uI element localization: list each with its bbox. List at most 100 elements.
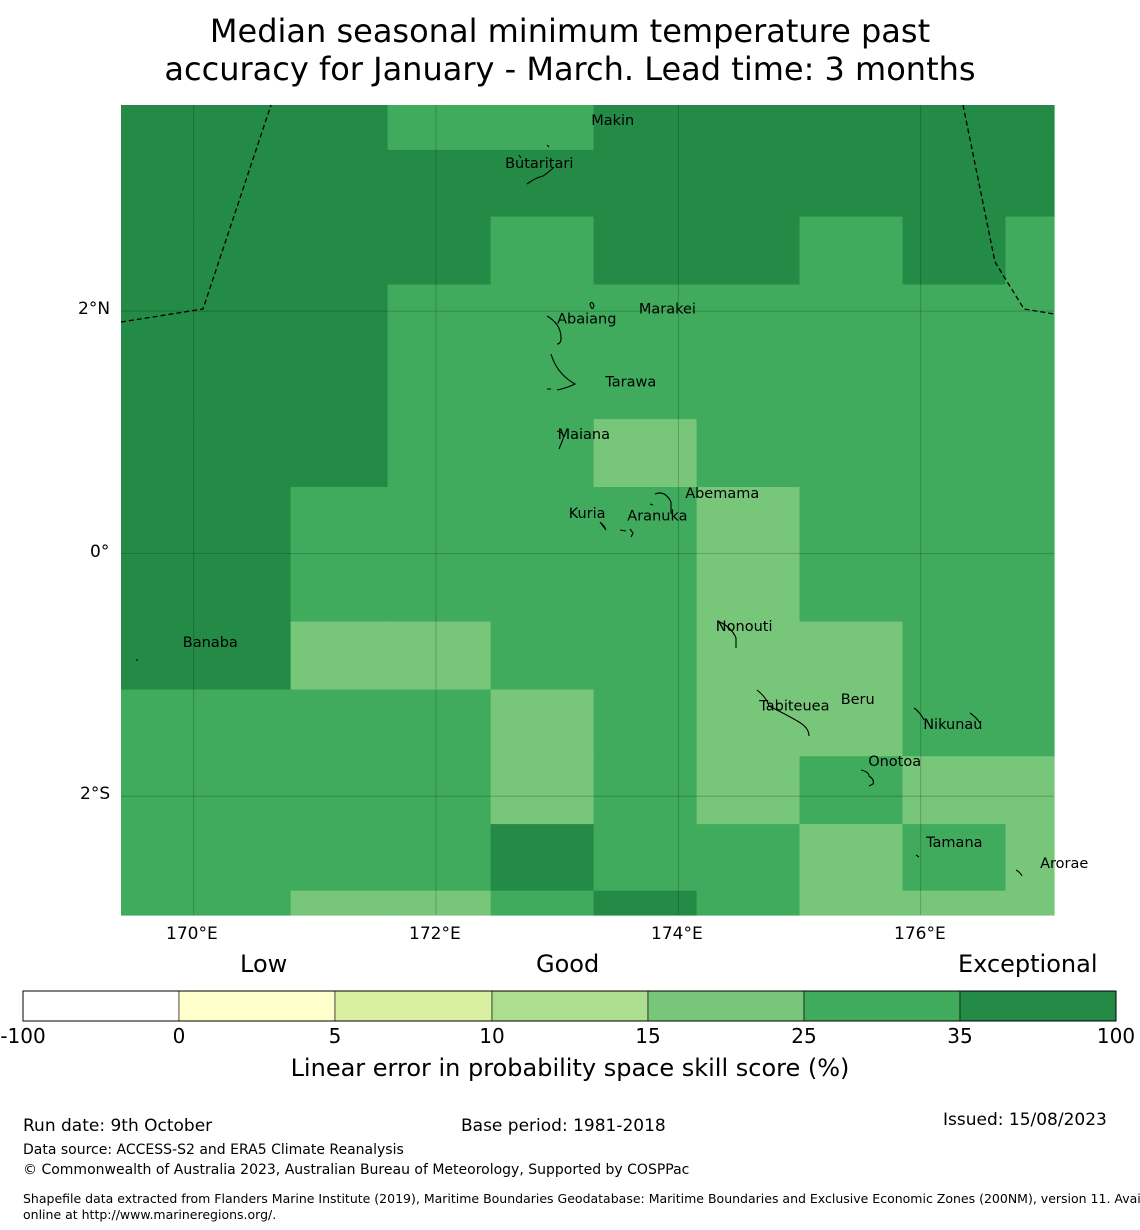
heatmap-cell <box>696 284 801 420</box>
island-onotoa-label: Onotoa <box>868 754 921 770</box>
heatmap-cell <box>290 756 389 825</box>
shapefile-credit-line-1: Shapefile data extracted from Flanders M… <box>23 1191 1140 1206</box>
heatmap-cell <box>799 284 904 420</box>
colorbar-tick: 5 <box>328 1024 342 1048</box>
heatmap-cell <box>593 216 698 286</box>
colorbar-outline <box>22 990 1117 1022</box>
heatmap-cell <box>902 487 1007 555</box>
heatmap-cell <box>1005 621 1055 691</box>
heatmap-cell <box>490 487 595 555</box>
island-tarawa-outline <box>547 353 577 391</box>
heatmap-cell <box>290 105 389 151</box>
heatmap-cell <box>387 553 492 623</box>
heatmap-cell <box>799 149 904 218</box>
heatmap-cell <box>1005 149 1055 218</box>
colorbar-tick: 25 <box>791 1024 817 1048</box>
eez-boundary-line <box>120 104 272 323</box>
heatmap-cell <box>1005 824 1055 892</box>
island-butaritari-outline <box>526 167 554 185</box>
heatmap-cell <box>490 890 595 916</box>
heatmap-cell <box>593 487 698 555</box>
island-tamana-outline <box>915 854 920 858</box>
colorbar-tick: 35 <box>947 1024 973 1048</box>
heatmap-cell <box>799 689 904 757</box>
island-maiana-label: Maiana <box>558 427 610 443</box>
island-nonouti-label: Nonouti <box>716 619 773 635</box>
heatmap-cell <box>387 419 492 488</box>
heatmap-cell <box>1005 284 1055 420</box>
island-abaiang-outline <box>546 315 562 345</box>
heatmap-cell <box>387 216 492 286</box>
island-tamana-label: Tamana <box>925 835 982 851</box>
base-period: Base period: 1981-2018 <box>461 1116 666 1136</box>
island-kuria-label: Kuria <box>569 506 606 522</box>
heatmap-cell <box>121 105 292 151</box>
island-butaritari-label: Butaritari <box>505 156 573 172</box>
island-maiana-outline <box>556 430 564 450</box>
colorbar-bin <box>959 990 1117 1022</box>
heatmap-cell <box>902 419 1007 488</box>
heatmap-cell <box>121 621 292 691</box>
heatmap-cell <box>902 824 1007 892</box>
title-line-2: accuracy for January - March. Lead time:… <box>164 50 976 88</box>
colorbar-title: Linear error in probability space skill … <box>290 1054 850 1082</box>
island-nonouti-outline <box>719 621 737 648</box>
heatmap-cell <box>593 890 698 916</box>
heatmap-cell <box>902 756 1007 825</box>
heatmap-cell <box>696 689 801 757</box>
heatmap-cell <box>799 216 904 286</box>
heatmap-cell <box>490 216 595 286</box>
heatmap-cell <box>1005 890 1055 916</box>
colorbar-tick: 0 <box>172 1024 186 1048</box>
heatmap-cell <box>696 105 801 151</box>
island-nikunau-label: Nikunau <box>923 717 982 733</box>
heatmap-cell <box>290 553 389 623</box>
heatmap-cell <box>290 419 389 488</box>
heatmap-cell <box>902 553 1007 623</box>
heatmap-cell <box>902 149 1007 218</box>
heatmap-cell <box>696 419 801 488</box>
island-abaiang-label: Abaiang <box>557 311 616 327</box>
heatmap-cell <box>593 105 698 151</box>
island-abemama-outline <box>649 492 672 514</box>
heatmap-cell <box>593 284 698 420</box>
heatmap-cell <box>490 553 595 623</box>
heatmap-cell <box>799 824 904 892</box>
heatmap-cell <box>902 621 1007 691</box>
island-tabiteuea-label: Tabiteuea <box>758 698 829 714</box>
heatmap-cell <box>121 824 292 892</box>
island-marakei-label: Marakei <box>639 302 696 318</box>
lon-label-174e: 174°E <box>651 924 703 944</box>
heatmap-cell <box>593 621 698 691</box>
heatmap-cell <box>1005 689 1055 757</box>
heatmap-cell <box>696 756 801 825</box>
colorbar-bin <box>803 990 961 1022</box>
legend-label-low: Low <box>240 950 288 978</box>
heatmap-cell <box>490 621 595 691</box>
heatmap-cell <box>1005 553 1055 623</box>
heatmap-cell <box>799 553 904 623</box>
colorbar-bin <box>178 990 336 1022</box>
heatmap-cell <box>799 890 904 916</box>
colorbar-tick: 100 <box>1096 1024 1136 1048</box>
heatmap-cell <box>387 621 492 691</box>
heatmap-cell <box>490 149 595 218</box>
island-beru-label: Beru <box>841 692 875 708</box>
heatmap-cell <box>1005 105 1055 151</box>
heatmap-cell <box>290 890 389 916</box>
heatmap-cell <box>593 553 698 623</box>
eez-boundary-line <box>962 104 1055 315</box>
map-title: Median seasonal minimum temperature past… <box>0 12 1140 88</box>
island-aranuka-label: Aranuka <box>627 508 687 524</box>
heatmap-cell <box>902 284 1007 420</box>
heatmap-cell <box>387 756 492 825</box>
heatmap-cell <box>799 487 904 555</box>
copyright: © Commonwealth of Australia 2023, Austra… <box>23 1162 690 1178</box>
colorbar-tick: 15 <box>635 1024 661 1048</box>
heatmap-cell <box>902 216 1007 286</box>
lon-label-176e: 176°E <box>894 924 946 944</box>
island-aranuka-outline <box>619 528 634 538</box>
colorbar-tick: -100 <box>0 1024 46 1048</box>
heatmap-cell <box>696 621 801 691</box>
heatmap-cell <box>121 553 292 623</box>
